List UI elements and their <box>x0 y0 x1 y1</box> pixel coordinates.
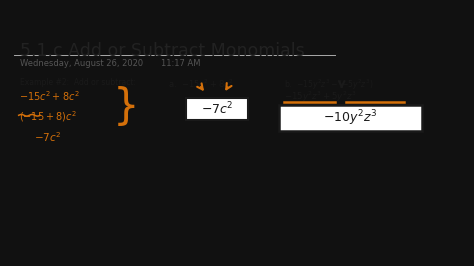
Text: Example #2:  Add or subtract:: Example #2: Add or subtract: <box>19 78 136 87</box>
Text: $-10y^2z^3$: $-10y^2z^3$ <box>323 109 378 128</box>
Text: a.  $-15c^2 + 8c^2$: a. $-15c^2 + 8c^2$ <box>168 78 234 90</box>
Text: $-15y^2z^3 + 5y^2z^3$: $-15y^2z^3 + 5y^2z^3$ <box>284 90 356 104</box>
Text: 5.1.c Add or Subtract Monomials: 5.1.c Add or Subtract Monomials <box>19 43 304 60</box>
Text: Wednesday, August 26, 2020: Wednesday, August 26, 2020 <box>19 59 143 68</box>
Bar <box>279 105 422 131</box>
Text: $-7c^2$: $-7c^2$ <box>34 130 62 144</box>
Text: $-7c^2$: $-7c^2$ <box>201 101 233 117</box>
Text: }: } <box>112 86 139 128</box>
Text: 11:17 AM: 11:17 AM <box>161 59 201 68</box>
Text: $-15c^2+8c^2$: $-15c^2+8c^2$ <box>18 90 79 103</box>
Text: b.  $-15y^2z^3 - (-5y^2z^3)$: b. $-15y^2z^3 - (-5y^2z^3)$ <box>284 78 373 92</box>
Text: $(-15+8)c^2$: $(-15+8)c^2$ <box>18 109 76 124</box>
Bar <box>186 98 248 120</box>
